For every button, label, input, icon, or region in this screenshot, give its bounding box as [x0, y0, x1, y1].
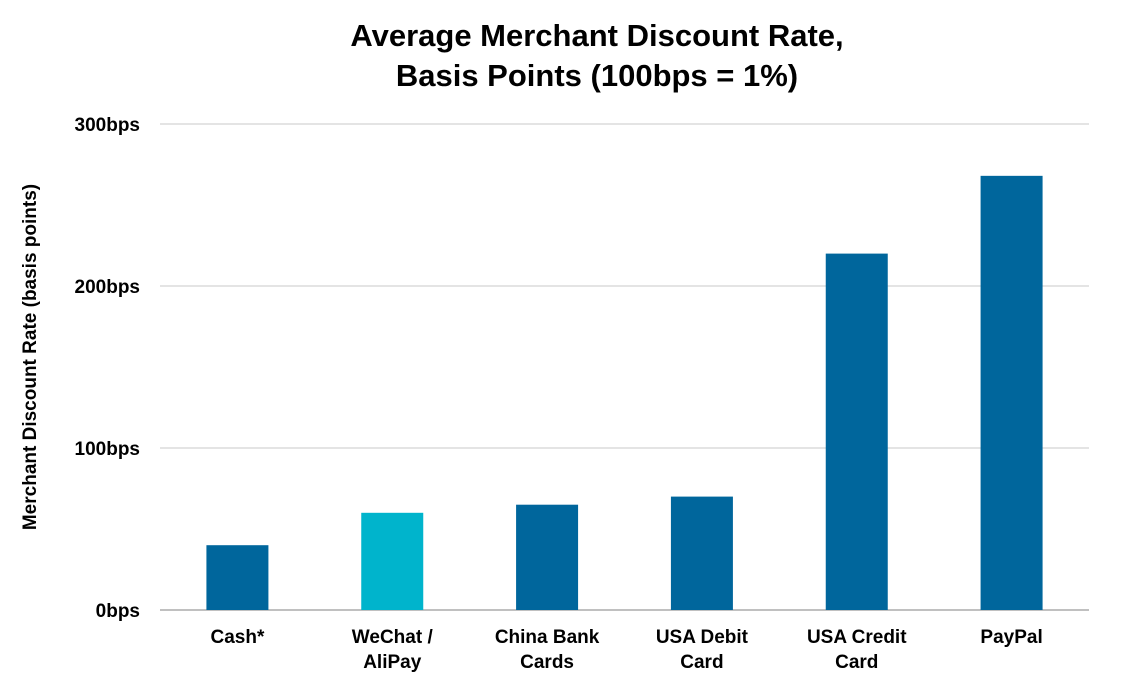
- y-tick-label: 300bps: [75, 115, 140, 136]
- bar: [516, 504, 579, 610]
- bar: [670, 496, 733, 610]
- x-tick-label: USA Debit Card: [656, 627, 749, 673]
- bar: [980, 175, 1043, 610]
- gridlines: [160, 123, 1089, 611]
- x-tick-label-line: Card: [680, 652, 723, 673]
- x-tick-label-line: Cards: [520, 652, 574, 673]
- bar: [206, 545, 269, 610]
- chart-title-line-2: Basis Points (100bps = 1%): [396, 58, 798, 93]
- x-tick-label-line: WeChat /: [352, 627, 434, 648]
- x-tick-label: WeChat / AliPay: [352, 627, 434, 673]
- y-tick-label: 100bps: [75, 439, 140, 460]
- y-tick-label: 200bps: [75, 277, 140, 298]
- x-tick-label-line: Card: [835, 652, 878, 673]
- y-tick-labels: 0bps 100bps 200bps 300bps: [75, 115, 140, 622]
- x-tick-label: Cash*: [210, 627, 264, 648]
- chart-title: Average Merchant Discount Rate, Basis Po…: [350, 18, 843, 93]
- x-tick-label-line: China Bank: [495, 627, 600, 648]
- chart-title-line-1: Average Merchant Discount Rate,: [350, 18, 843, 53]
- x-tick-label-line: Cash*: [210, 627, 264, 648]
- x-tick-label-line: AliPay: [363, 652, 422, 673]
- x-tick-label-line: USA Credit: [807, 627, 907, 648]
- x-tick-labels: Cash* WeChat / AliPay China Bank Cards USA De…: [210, 627, 1042, 673]
- bars: [206, 175, 1043, 610]
- x-tick-label: China Bank Cards: [495, 627, 600, 673]
- y-tick-label: 0bps: [96, 601, 140, 622]
- x-tick-label: PayPal: [980, 627, 1042, 648]
- x-tick-label-line: USA Debit: [656, 627, 749, 648]
- y-axis-title: Merchant Discount Rate (basis points): [20, 184, 41, 530]
- x-tick-label: USA Credit Card: [807, 627, 907, 673]
- bar: [825, 253, 888, 610]
- bar: [361, 512, 424, 610]
- x-tick-label-line: PayPal: [980, 627, 1042, 648]
